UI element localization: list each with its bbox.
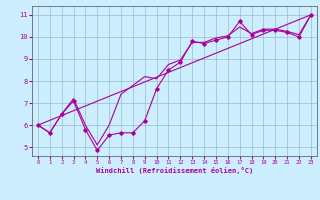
X-axis label: Windchill (Refroidissement éolien,°C): Windchill (Refroidissement éolien,°C) bbox=[96, 167, 253, 174]
